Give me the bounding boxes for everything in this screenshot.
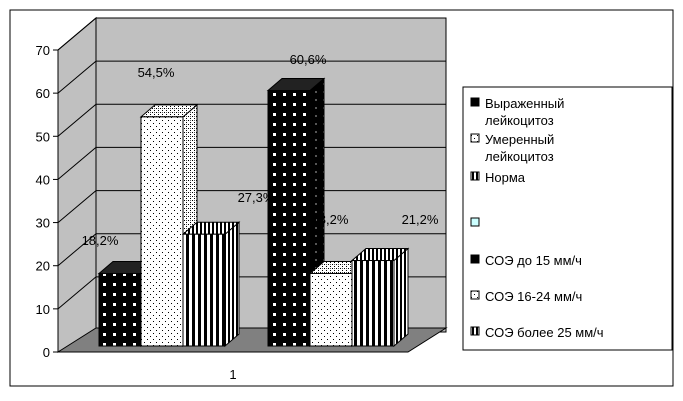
bar-front: [351, 260, 395, 347]
legend-marker: [470, 171, 480, 181]
legend-marker: [470, 290, 480, 300]
bar-front: [309, 272, 353, 347]
legend-marker: [470, 326, 480, 336]
y-tick-label: 0: [43, 345, 50, 360]
legend-label: СОЭ более 25 мм/ч: [485, 325, 604, 340]
legend-marker: [470, 97, 480, 107]
data-label: 21,2%: [402, 212, 439, 227]
y-tick-label: 60: [36, 86, 50, 101]
bar: [181, 221, 241, 348]
legend-entry: СОЭ 16-24 мм/ч: [470, 289, 582, 304]
y-tick-label: 10: [36, 302, 50, 317]
data-label: 60,6%: [290, 52, 327, 67]
legend-label: Умеренный: [485, 132, 554, 147]
legend-marker: [470, 254, 480, 264]
bar-layer: [97, 77, 410, 348]
grid-line: [57, 146, 446, 180]
legend-entry: Выраженный лейкоцитоз: [470, 96, 564, 128]
legend-label: Норма: [485, 170, 526, 185]
grid-line: [57, 60, 446, 94]
y-tick-layer: 0 10 20 30 40 50 60 70: [36, 43, 58, 360]
y-tick-label: 30: [36, 216, 50, 231]
bar: [266, 77, 326, 348]
data-label: 18,2%: [82, 233, 119, 248]
legend-label: СОЭ до 15 мм/ч: [485, 253, 582, 268]
grid-line: [57, 233, 446, 267]
grid-layer: [57, 17, 446, 310]
legend-label-line2: лейкоцитоз: [485, 113, 554, 128]
y-tick-label: 50: [36, 129, 50, 144]
bar: [350, 247, 410, 348]
bar-front: [140, 116, 184, 347]
legend-entry: СОЭ до 15 мм/ч: [470, 253, 582, 268]
x-category-label: 1: [229, 367, 236, 382]
y-tick-label: 20: [36, 259, 50, 274]
legend-label: Выраженный: [485, 96, 564, 111]
legend-entry: Умеренный лейкоцитоз: [470, 132, 554, 164]
bar-front: [182, 233, 226, 347]
chart-side-wall: [57, 16, 97, 353]
bar-front: [98, 272, 142, 347]
bar-front: [267, 90, 311, 347]
legend-entry: СОЭ более 25 мм/ч: [470, 325, 604, 340]
grid-line: [57, 190, 446, 223]
y-tick-label: 40: [36, 172, 50, 187]
legend-label: СОЭ 16-24 мм/ч: [485, 289, 582, 304]
legend-box: [462, 86, 673, 351]
legend-entry: [470, 217, 480, 227]
data-label: 27,3%: [238, 190, 275, 205]
legend-marker: [470, 217, 480, 227]
legend-marker: [470, 133, 480, 143]
y-tick-label: 70: [36, 43, 50, 58]
data-label-layer: 18,2% 54,5% 27,3% 60,6% 18,2% 21,2%: [82, 52, 439, 248]
bar-side: [224, 221, 240, 348]
legend: Выраженный лейкоцитоз Умеренный лейкоцитоз Н…: [470, 96, 604, 340]
data-label: 54,5%: [138, 65, 175, 80]
legend-label-line2: лейкоцитоз: [485, 149, 554, 164]
legend-entry: Норма: [470, 170, 526, 185]
grid-line: [57, 17, 446, 51]
bar-side: [393, 247, 409, 348]
grid-line: [57, 103, 446, 137]
data-label: 18,2%: [312, 212, 349, 227]
